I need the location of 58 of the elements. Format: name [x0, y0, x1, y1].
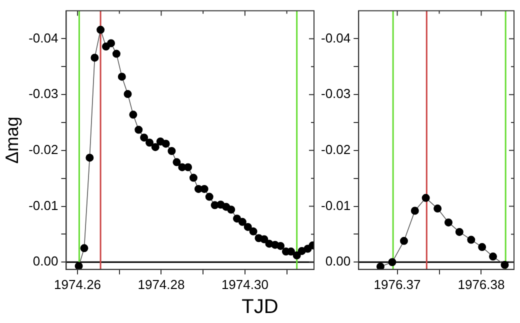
point [276, 242, 285, 250]
point [74, 262, 83, 270]
point [140, 134, 148, 142]
y-axis-title: Δmag [2, 116, 22, 164]
point [238, 218, 246, 226]
x-axis-title: TJD [240, 296, 280, 319]
y-tick-label: -0.03 [320, 86, 351, 102]
point [205, 192, 214, 201]
point [86, 154, 94, 162]
point [151, 143, 160, 152]
point [80, 244, 88, 252]
point [422, 194, 430, 202]
point [96, 26, 105, 34]
y-tick-label: 0.00 [32, 254, 58, 269]
y-tick-label: -0.01 [28, 198, 58, 213]
point [90, 54, 99, 62]
point [260, 235, 268, 244]
point [410, 206, 419, 215]
point [146, 138, 154, 147]
point [455, 228, 464, 236]
point [118, 72, 126, 81]
point [129, 110, 138, 119]
point [249, 227, 258, 236]
y-tick-label: 0.00 [325, 254, 351, 269]
point [189, 174, 198, 182]
point [388, 258, 396, 266]
point [400, 236, 408, 245]
point [489, 252, 498, 261]
point [500, 260, 509, 269]
point [124, 90, 132, 98]
y-tick-label: -0.02 [28, 142, 58, 158]
x-tick-label: 1974.26 [54, 276, 102, 292]
point [444, 218, 452, 226]
point [227, 206, 236, 214]
point [200, 184, 208, 193]
point [478, 243, 486, 252]
x-tick-label: 1974.28 [138, 276, 185, 292]
point [112, 50, 120, 58]
x-tick-label: 1974.30 [221, 276, 268, 292]
point [292, 251, 301, 260]
point [107, 39, 116, 48]
point [232, 214, 241, 223]
point [467, 236, 476, 244]
x-tick-label: 1976.38 [458, 276, 505, 292]
point [244, 222, 252, 231]
y-tick-label: -0.04 [28, 30, 58, 46]
point [162, 140, 170, 148]
y-tick-label: -0.04 [320, 30, 351, 46]
y-tick-label: -0.02 [320, 142, 351, 158]
y-tick-label: -0.01 [320, 198, 351, 213]
point [168, 146, 176, 155]
x-tick-label: 1976.37 [374, 276, 421, 292]
point [434, 204, 442, 213]
point [172, 158, 181, 166]
point [134, 126, 143, 134]
y-tick-label: -0.03 [28, 86, 58, 102]
point [376, 262, 384, 270]
point [184, 163, 192, 172]
